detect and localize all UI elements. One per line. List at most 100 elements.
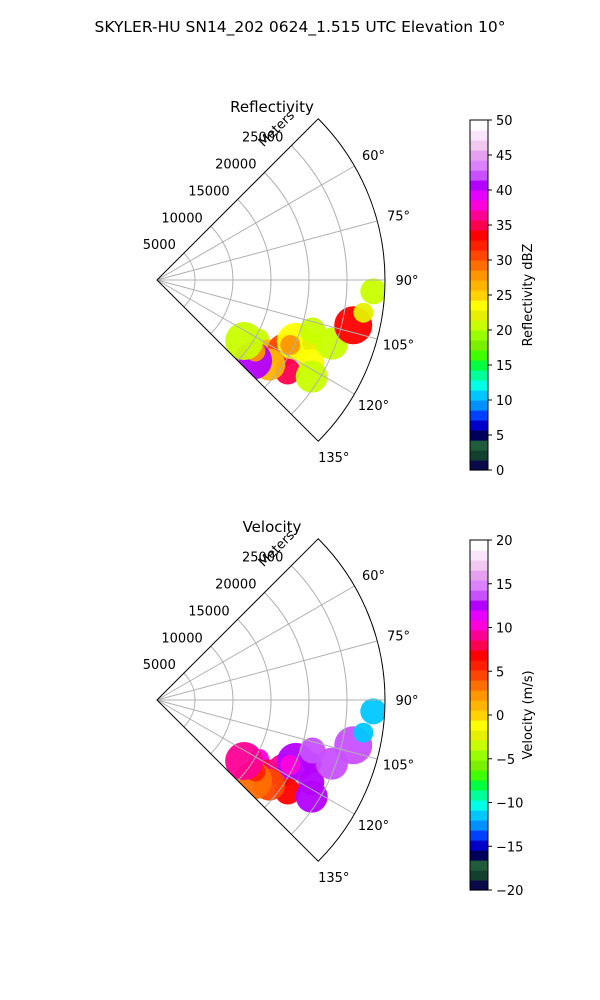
colorbar-tick-label: 50 [496, 114, 513, 129]
angle-tick-label: 135° [318, 871, 349, 886]
radial-tick-label: 5000 [143, 238, 176, 253]
colorbar-swatch [470, 440, 488, 451]
colorbar-swatch [470, 400, 488, 411]
colorbar-swatch [470, 600, 488, 611]
colorbar-swatch [470, 830, 488, 841]
colorbar-swatch [470, 690, 488, 701]
colorbar-swatch [470, 130, 488, 141]
radial-tick-label: 10000 [161, 211, 202, 226]
colorbar-swatch [470, 360, 488, 371]
angle-tick-label: 120° [358, 399, 389, 414]
colorbar-swatch [470, 720, 488, 731]
colorbar-swatch [470, 780, 488, 791]
colorbar-tick-label: 10 [496, 394, 513, 409]
echo-point [299, 317, 326, 344]
colorbar-swatch [470, 300, 488, 311]
colorbar-tick-label: 30 [496, 254, 513, 269]
echo-point [295, 360, 328, 393]
colorbar-swatch [470, 320, 488, 331]
colorbar-swatch [470, 220, 488, 231]
colorbar-tick-label: 15 [496, 359, 513, 374]
colorbar-swatch [470, 250, 488, 261]
colorbar-swatch [470, 180, 488, 191]
sector-outline [156, 118, 386, 442]
velocity-panel: Velocity 500010000150002000025000Meters6… [143, 518, 536, 899]
colorbar-swatch [470, 120, 488, 131]
colorbar-swatch [470, 750, 488, 761]
colorbar-tick-label: 35 [496, 219, 513, 234]
colorbar-swatch [470, 430, 488, 441]
colorbar-swatch [470, 620, 488, 631]
colorbar-swatch [470, 540, 488, 551]
colorbar-swatch [470, 800, 488, 811]
angle-tick-label: 105° [383, 339, 414, 354]
angle-tick-label: 60° [362, 149, 385, 164]
reflectivity-title: Reflectivity [230, 98, 314, 116]
colorbar-swatch [470, 640, 488, 651]
colorbar-swatch [470, 170, 488, 181]
colorbar-swatch [470, 260, 488, 271]
colorbar-swatch [470, 760, 488, 771]
colorbar-swatch [470, 380, 488, 391]
colorbar-tick-label: 0 [496, 464, 504, 479]
colorbar-tick-label: −10 [496, 797, 523, 812]
colorbar-swatch [470, 840, 488, 851]
colorbar-swatch [470, 230, 488, 241]
colorbar-swatch [470, 660, 488, 671]
colorbar-tick-label: −15 [496, 840, 523, 855]
colorbar-swatch [470, 390, 488, 401]
colorbar-swatch [470, 770, 488, 781]
colorbar-tick-label: 5 [496, 429, 504, 444]
radial-tick-label: 25000 [242, 551, 283, 566]
grid-radial [156, 699, 355, 815]
grid-radial [156, 699, 378, 760]
echo-point [225, 322, 264, 361]
sector-outline [156, 538, 386, 862]
colorbar-swatch [470, 240, 488, 251]
colorbar-swatch [470, 270, 488, 281]
grid-radial [156, 220, 378, 281]
colorbar-swatch [470, 330, 488, 341]
reflectivity-panel: Reflectivity 500010000150002000025000Met… [143, 98, 536, 479]
colorbar-swatch [470, 200, 488, 211]
angle-tick-label: 75° [387, 629, 410, 644]
colorbar-swatch [470, 740, 488, 751]
grid-radial [156, 279, 378, 340]
colorbar-tick-label: 0 [496, 709, 504, 724]
colorbar-swatch [470, 560, 488, 571]
colorbar-swatch [470, 140, 488, 151]
echo-point [360, 278, 385, 305]
velocity-colorbar: −20 −15 −10 −5 0 5 10 15 20 Velocity (m/s) [469, 534, 536, 899]
colorbar-swatch [470, 810, 488, 821]
colorbar-swatch [470, 880, 488, 891]
colorbar-swatch [470, 280, 488, 291]
colorbar-swatch [470, 850, 488, 861]
colorbar-swatch [470, 820, 488, 831]
echo-point [295, 780, 328, 813]
colorbar-swatch [470, 870, 488, 881]
colorbar-swatch [470, 350, 488, 361]
colorbar-swatch [470, 410, 488, 421]
echo-point [360, 698, 385, 725]
radial-tick-label: 20000 [215, 158, 256, 173]
colorbar-tick-label: 10 [496, 622, 513, 637]
angle-tick-label: 120° [358, 819, 389, 834]
angle-tick-label: 75° [387, 209, 410, 224]
colorbar-tick-label: 5 [496, 665, 504, 680]
colorbar-swatch [470, 700, 488, 711]
colorbar-swatch [470, 570, 488, 581]
colorbar-tick-label: −5 [496, 753, 515, 768]
grid-radial [156, 640, 378, 701]
echo-layer [225, 698, 385, 813]
colorbar-swatch [470, 580, 488, 591]
colorbar-swatch [470, 150, 488, 161]
grid-radial [156, 585, 355, 701]
angle-tick-label: 105° [383, 759, 414, 774]
colorbar-swatch [470, 460, 488, 471]
angle-tick-label: 135° [318, 451, 349, 466]
colorbar-swatch [470, 860, 488, 871]
radial-tick-label: 25000 [242, 131, 283, 146]
colorbar-swatch [470, 790, 488, 801]
colorbar-swatch [470, 710, 488, 721]
